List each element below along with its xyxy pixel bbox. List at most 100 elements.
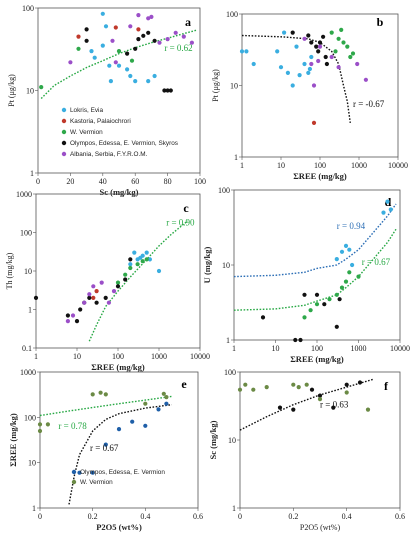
data-point [244, 49, 249, 54]
data-point [138, 255, 143, 260]
data-point [133, 79, 138, 84]
data-point [316, 58, 321, 64]
legend-marker [61, 140, 67, 146]
data-point [84, 27, 89, 32]
y-tick-label: 1 [232, 504, 236, 513]
data-point [343, 279, 349, 284]
data-point [293, 337, 298, 343]
data-point [113, 60, 118, 65]
data-point [309, 387, 315, 392]
data-point [331, 405, 336, 410]
data-point [140, 259, 145, 264]
data-point [106, 300, 111, 305]
data-point [277, 405, 283, 410]
data-point [108, 79, 113, 84]
data-point [339, 249, 345, 254]
legend-marker [61, 151, 67, 157]
data-point [317, 40, 323, 45]
data-point [107, 63, 112, 68]
data-point [314, 44, 319, 49]
data-point [275, 49, 280, 54]
data-point [110, 38, 115, 43]
data-point [296, 385, 301, 390]
data-point [322, 302, 327, 307]
x-tick-label: 0.6 [395, 512, 405, 521]
data-point [94, 300, 99, 305]
y-tick-label: 10 [228, 436, 236, 445]
data-point [327, 297, 332, 302]
data-point [39, 85, 44, 90]
y-tick-label: 0.1 [22, 344, 32, 353]
data-point [306, 70, 311, 75]
x-tick-label: 10 [73, 352, 81, 361]
y-tick-label: 1 [226, 336, 230, 345]
y-tick-label: 10 [28, 459, 36, 468]
data-point [128, 24, 133, 29]
data-point [90, 392, 95, 397]
data-point [87, 292, 92, 297]
legend-entry: Albania, Serbia, F.Y.R.O.M. [70, 151, 148, 158]
data-point [309, 61, 314, 67]
data-point [123, 277, 128, 282]
plot-area [239, 371, 401, 509]
data-point [125, 67, 130, 72]
data-point [356, 274, 361, 279]
data-point [324, 61, 329, 67]
data-point [302, 315, 307, 320]
data-point [278, 65, 284, 70]
y-axis-label: U (mg/kg) [202, 247, 212, 284]
data-point [339, 27, 344, 32]
data-point [350, 51, 356, 56]
data-point [91, 295, 96, 300]
data-point [311, 120, 317, 125]
panel-e: 0 0.2 0.4 0.6 1 10 100 1000 P2O5 (wt%) ΣREE (mg/k… [8, 368, 203, 532]
data-point [128, 265, 133, 271]
trend-line [241, 34, 351, 123]
data-point [132, 250, 137, 255]
x-tick-label: 100 [314, 161, 326, 170]
data-point [348, 54, 353, 60]
data-point [115, 280, 121, 285]
data-point [129, 58, 135, 63]
data-point [103, 295, 108, 300]
correlation-label: r = 0.90 [166, 218, 195, 228]
data-point [347, 247, 352, 252]
correlation-label: r = 0.62 [164, 43, 192, 53]
data-point [37, 422, 43, 427]
y-tick-label: 100 [226, 10, 238, 19]
data-point [334, 292, 339, 297]
data-point [297, 73, 302, 78]
y-axis-label: Pt (μg/kg) [211, 69, 220, 102]
data-point [70, 313, 76, 318]
correlation-label: r = 0.94 [337, 221, 366, 231]
data-point [339, 285, 345, 290]
data-point [329, 54, 334, 60]
data-point [89, 49, 94, 54]
x-axis-label: P2O5 (wt%) [300, 523, 341, 532]
data-point [82, 300, 87, 305]
correlation-label: r = 0.78 [58, 421, 87, 431]
plot-area [39, 371, 199, 509]
panel-label: c [183, 201, 189, 215]
data-point [74, 319, 80, 324]
y-tick-label: 10 [230, 82, 238, 91]
data-point [141, 33, 146, 38]
data-point [264, 385, 269, 390]
data-point [98, 390, 103, 395]
data-point [333, 49, 338, 54]
data-point [115, 284, 121, 289]
data-point [78, 307, 83, 312]
trend-line [88, 220, 189, 342]
data-point [77, 470, 82, 475]
data-point [76, 46, 81, 51]
x-tick-label: 100 [194, 177, 206, 186]
x-tick-label: 60 [131, 177, 139, 186]
data-point [165, 88, 170, 93]
legend-entry: Kastoria, Palaiochrori [70, 118, 131, 125]
x-axis-label: ΣREE (mg/kg) [91, 362, 145, 372]
data-point [45, 422, 51, 427]
x-tick-label: 1 [34, 352, 38, 361]
correlation-label: r = -0.67 [353, 99, 385, 109]
x-tick-label: 10 [272, 344, 280, 353]
data-point [337, 297, 342, 302]
